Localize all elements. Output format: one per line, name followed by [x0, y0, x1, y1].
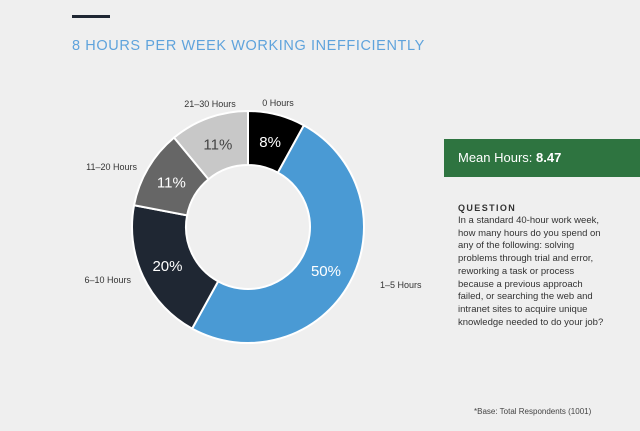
data-label: 8%: [259, 134, 281, 151]
category-label: 6–10 Hours: [84, 275, 131, 285]
data-label: 11%: [203, 136, 232, 153]
question-text: In a standard 40-hour work week, how man…: [458, 215, 604, 328]
mean-hours-box: Mean Hours: 8.47: [444, 139, 640, 177]
donut-slice: [172, 109, 249, 181]
mean-value: 8.47: [536, 150, 562, 165]
question-heading: QUESTION: [458, 203, 517, 213]
mean-label: Mean Hours:: [458, 150, 537, 165]
category-label: 21–30 Hours: [184, 99, 236, 109]
category-label: 0 Hours: [262, 98, 294, 108]
footnote: *Base: Total Respondents (1001): [474, 407, 592, 416]
category-label: 1–5 Hours: [380, 280, 422, 290]
data-label: 20%: [152, 258, 182, 275]
data-label: 11%: [157, 175, 186, 192]
donut-slice: [131, 204, 220, 331]
category-label: 11–20 Hours: [86, 162, 137, 172]
donut-slice: [190, 123, 365, 344]
chart-title: 8 HOURS PER WEEK WORKING INEFFICIENTLY: [72, 38, 425, 54]
donut-chart: 8% 0 Hours 50% 1–5 Hours 20% 6–10 Hours 11% 11–…: [84, 98, 422, 344]
data-label: 50%: [311, 263, 341, 280]
header-rule: [72, 15, 110, 18]
